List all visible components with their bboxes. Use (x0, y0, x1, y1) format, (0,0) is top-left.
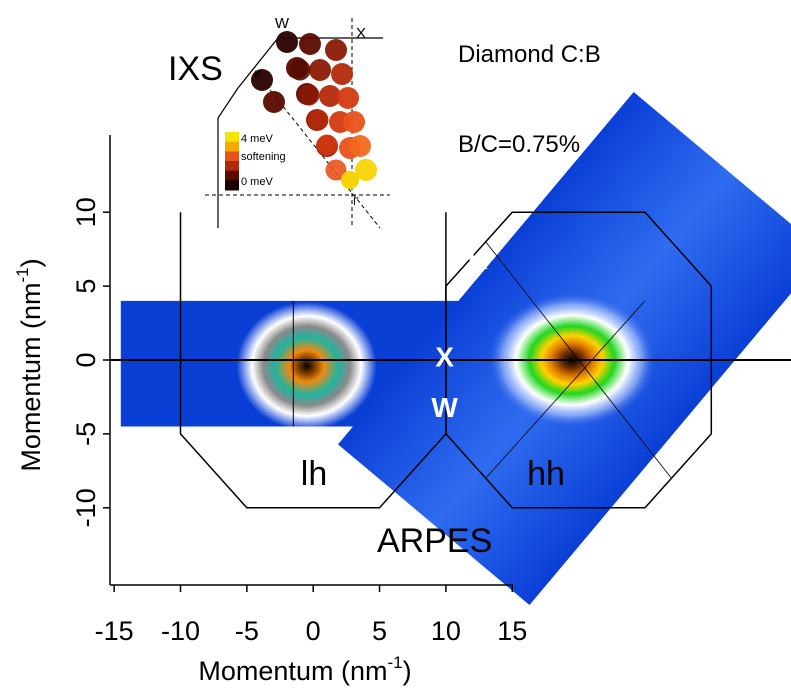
axes: -10 -5 0 5 10 -15 -10 -5 0 5 10 15 Momentum (nm-1) Mo… (13, 135, 791, 686)
colorbar-segment (225, 170, 239, 181)
symmetry-point-k: K (468, 244, 488, 275)
phonon-point (316, 134, 338, 156)
phonon-point (349, 135, 371, 157)
x-axis-title: Momentum (nm-1) (198, 653, 411, 686)
colorbar-top-label: 4 meV (241, 133, 273, 145)
phonon-point (309, 59, 331, 81)
y-axis-title: Momentum (nm-1) (13, 258, 46, 471)
high-symmetry-points: K XW (431, 244, 488, 423)
material-label: Diamond C:B (458, 41, 601, 68)
phonon-point (341, 171, 359, 189)
symmetry-point-x: X (435, 342, 454, 373)
doping-label: B/C=0.75% (458, 131, 580, 158)
annotations: Diamond C:B B/C=0.75% IXS ARPES lh hh (168, 41, 601, 560)
colorbar-bottom-label: 0 meV (241, 176, 273, 188)
phonon-point (355, 159, 377, 181)
inset-gamma-label: Γ (353, 196, 359, 208)
phonon-point (343, 111, 365, 133)
colorbar-segment (225, 141, 239, 152)
colorbar-segment (225, 151, 239, 162)
ixs-label: IXS (168, 50, 223, 88)
zone-hh (445, 211, 713, 509)
arpes-maps (120, 91, 791, 606)
x-tick-label: -15 (95, 616, 134, 646)
y-tick-label: -5 (71, 422, 101, 446)
phonon-point (325, 39, 347, 61)
phonon-point (307, 109, 329, 131)
phonon-point (289, 59, 311, 81)
x-tick-label: -10 (161, 616, 200, 646)
x-tick-label: 15 (497, 616, 527, 646)
phonon-point (251, 69, 273, 91)
inset-w-label: W (275, 15, 290, 32)
inset-x-label: X (356, 25, 366, 42)
phonon-point (298, 84, 320, 106)
y-tick-label: 5 (71, 279, 101, 294)
phonon-point (325, 159, 347, 181)
ixs-inset: 4 meV softening 0 meV W K X Γ (205, 15, 390, 229)
zone-guide-line (485, 300, 646, 479)
colorbar-segment (225, 180, 239, 191)
colorbar-mid-label: softening (241, 151, 286, 163)
phonon-point (263, 91, 285, 113)
phonon-point (299, 33, 321, 55)
colorbar-segment (225, 132, 239, 143)
phonon-point (331, 63, 353, 85)
x-tick-label: -5 (235, 616, 259, 646)
x-tick-label: 5 (372, 616, 387, 646)
hh-label: hh (527, 455, 565, 493)
phonon-point (319, 85, 341, 107)
y-tick-label: 10 (71, 197, 101, 227)
y-tick-label: 0 (71, 352, 101, 367)
x-tick-label: 0 (306, 616, 321, 646)
phonon-point (337, 87, 359, 109)
inset-diagonal-line (269, 89, 381, 229)
symmetry-point-w: W (431, 392, 458, 423)
lh-label: lh (301, 455, 327, 493)
colorbar-segment (225, 161, 239, 172)
arpes-label: ARPES (377, 522, 492, 560)
phonon-point (276, 31, 298, 53)
inset-k-label: K (254, 69, 262, 81)
x-tick-label: 10 (431, 616, 461, 646)
left-map-intensity-peak (236, 302, 377, 430)
y-tick-label: -10 (71, 488, 101, 527)
